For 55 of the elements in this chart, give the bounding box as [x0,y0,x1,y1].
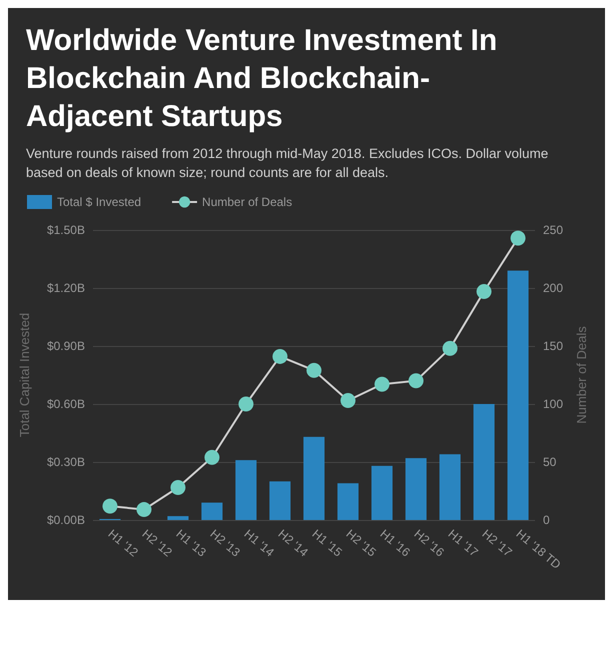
x-tick-label: H1 '17 [446,526,482,560]
y-tick-label: $1.50B [46,223,85,237]
legend-label: Number of Deals [202,195,292,209]
y2-tick-label: 150 [543,339,564,353]
y-tick-label: $0.00B [46,513,85,527]
y2-tick-label: 250 [543,223,564,237]
point [340,393,356,408]
point [136,502,152,518]
x-tick-label: H1 '16 [378,526,414,560]
point [204,450,220,465]
y-tick-label: $0.30B [46,455,85,469]
point [442,340,458,356]
x-tick-label: H1 '15 [310,526,346,560]
y-tick-label: $0.90B [46,339,85,353]
bar [303,436,325,520]
point [306,362,322,378]
chart-subtitle: Venture rounds raised from 2012 through mid-May 2018. Excludes ICOs. Dollar volume based on deals of known size; round counts are for all deals. [25,145,550,182]
point [374,376,390,392]
y2-tick-label: 50 [543,455,557,469]
bar [439,454,461,520]
x-tick-label: H1 '13 [174,526,210,560]
x-tick-label: H1 '14 [242,526,278,560]
bar [371,466,393,520]
bar [201,502,223,520]
bar [405,458,427,520]
bar [473,404,495,520]
x-tick-label: H2 '13 [208,526,244,560]
y2-axis-title: Number of Deals [574,326,589,424]
point [510,230,526,246]
x-tick-label: H1 '12 [106,526,142,560]
point [102,498,118,514]
x-tick-label: H2 '12 [140,526,176,560]
point [272,348,288,364]
legend-label: Total $ Invested [57,195,142,209]
y-axis-title: Total Capital Invested [17,312,32,438]
y2-tick-label: 0 [543,513,550,527]
y-tick-label: $0.60B [46,397,85,411]
point [408,373,424,388]
bar [269,481,291,520]
x-tick-label: H2 '15 [344,526,380,560]
point [170,480,186,496]
x-tick-label: H1 '18 TD [514,526,564,572]
x-tick-label: H2 '17 [480,526,516,560]
bar [235,460,257,520]
x-tick-label: H2 '14 [276,526,312,560]
point [238,396,254,412]
y-tick-label: $1.20B [46,281,85,295]
x-tick-label: H2 '16 [412,526,448,560]
bar [167,516,189,520]
bar [507,270,529,520]
bar [337,483,359,520]
y2-tick-label: 100 [543,397,564,411]
chart-title: Worldwide Venture Investment In Blockchain And Blockchain-Adjacent Startups [25,23,498,135]
point [476,284,492,299]
y2-tick-label: 200 [543,281,564,295]
